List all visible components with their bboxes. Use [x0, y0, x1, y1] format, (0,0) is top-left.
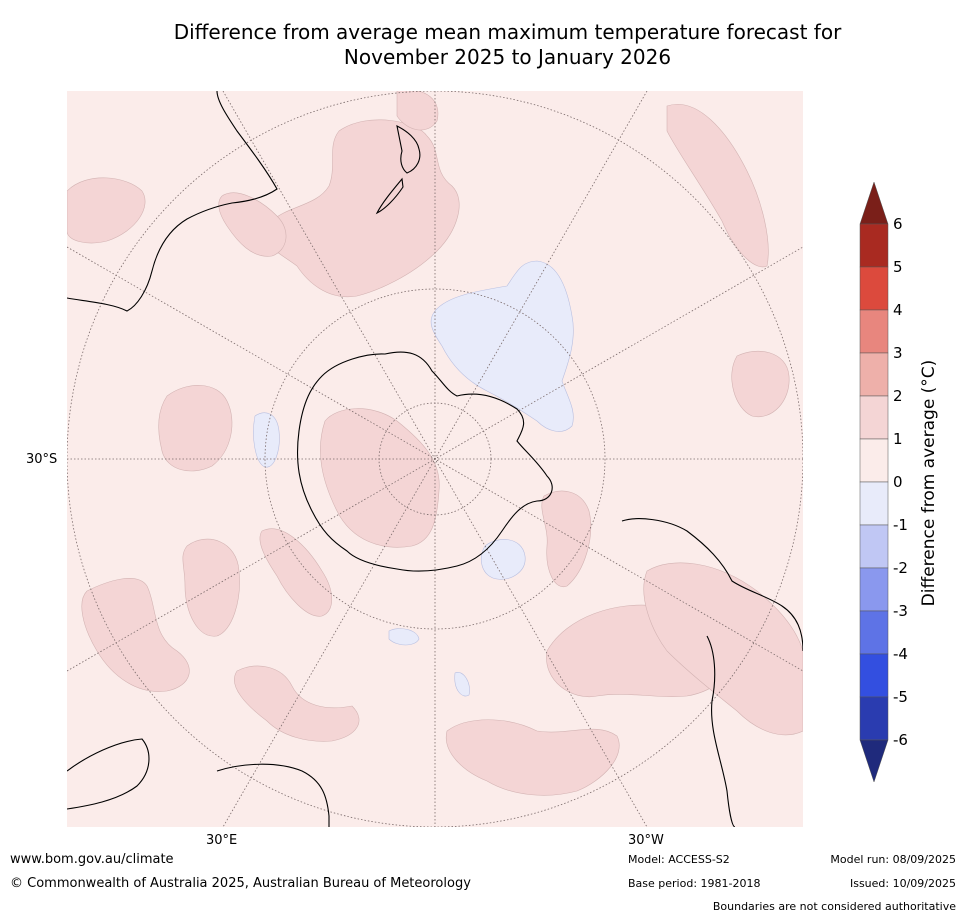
issued-date: Issued: 10/09/2025 [849, 877, 956, 890]
africa-coastline [67, 738, 150, 810]
region-indian-ocean-3 [259, 528, 333, 617]
colorbar-tick-label: 3 [893, 344, 903, 362]
colorbar-tick-label: -3 [893, 602, 908, 620]
region-antarctica-centre [320, 408, 440, 548]
colorbar-band [859, 352, 889, 397]
colorbar [856, 181, 896, 783]
colorbar-svg [859, 181, 889, 783]
colorbar-band [859, 309, 889, 354]
colorbar-tick-label: 4 [893, 301, 903, 319]
new-zealand-south [375, 177, 404, 215]
colorbar-arrow-top [859, 181, 889, 225]
colorbar-tick-label: 2 [893, 387, 903, 405]
disclaimer: Boundaries are not considered authoritat… [712, 900, 956, 913]
meridian-120 [67, 246, 803, 672]
madagascar-coastline [216, 763, 330, 827]
model-name: Model: ACCESS-S2 [628, 853, 730, 866]
colorbar-band [859, 481, 889, 526]
region-indian-ocean-1 [158, 385, 233, 472]
colorbar-tick-label: 6 [893, 215, 903, 233]
region-east-small [731, 350, 790, 418]
region-cool-ross-sea [430, 260, 574, 432]
colorbar-band [859, 395, 889, 440]
model-run-date: Model run: 08/09/2025 [830, 853, 956, 866]
region-south-atlantic-1 [81, 578, 190, 692]
colorbar-tick-label: -2 [893, 559, 908, 577]
region-cool-small-1 [388, 628, 420, 646]
coastlines [67, 91, 803, 827]
colorbar-tick-label: 5 [893, 258, 903, 276]
region-cool-small-2 [454, 672, 470, 697]
colorbar-tick-label: -5 [893, 688, 908, 706]
lat-label-30s: 30°S [26, 452, 58, 467]
map-svg [67, 91, 803, 827]
colorbar-tick-label: 0 [893, 473, 903, 491]
colorbar-tick-label: 1 [893, 430, 903, 448]
australia-coastline [67, 91, 278, 312]
map-panel[interactable] [67, 91, 803, 827]
lon-label-30e: 30°E [206, 833, 238, 848]
colorbar-band [859, 567, 889, 612]
colorbar-tick-label: -4 [893, 645, 908, 663]
colorbar-title: Difference from average (°C) [919, 359, 939, 607]
base-period: Base period: 1981-2018 [628, 877, 761, 890]
region-atlantic-south [445, 719, 620, 796]
colorbar-tick-label: -6 [893, 731, 908, 749]
antarctica-coastline [297, 351, 553, 572]
colorbar-band [859, 610, 889, 655]
colorbar-band [859, 524, 889, 569]
region-ne-corner [666, 104, 769, 268]
colorbar-arrow-bottom [859, 739, 889, 783]
anomaly-regions-warm [67, 91, 803, 796]
new-zealand-north [396, 125, 421, 174]
title-line-1: Difference from average mean maximum tem… [173, 20, 842, 44]
region-north-small [396, 91, 439, 131]
colorbar-tick-label: -1 [893, 516, 908, 534]
colorbar-band [859, 438, 889, 483]
region-tasman [218, 192, 287, 257]
south-america-coastline [621, 518, 803, 827]
region-weddell [541, 490, 592, 588]
region-cool-weddell [481, 539, 526, 580]
colorbar-band [859, 653, 889, 698]
graticule [67, 91, 803, 827]
region-sw-pacific [67, 177, 146, 244]
region-south-pacific [264, 119, 460, 298]
lon-label-30w: 30°W [628, 833, 664, 848]
region-indian-ocean-2 [182, 538, 240, 637]
colorbar-band [859, 696, 889, 741]
anomaly-regions-cool [253, 260, 574, 697]
colorbar-band [859, 223, 889, 268]
colorbar-band [859, 266, 889, 311]
copyright-text: © Commonwealth of Australia 2025, Austra… [10, 876, 471, 891]
website-link[interactable]: www.bom.gov.au/climate [10, 852, 174, 867]
region-south-atlantic-2 [234, 665, 360, 742]
lat-circle-mid [264, 288, 606, 630]
title-line-2: November 2025 to January 2026 [343, 45, 672, 69]
map-title: Difference from average mean maximum tem… [60, 20, 955, 70]
